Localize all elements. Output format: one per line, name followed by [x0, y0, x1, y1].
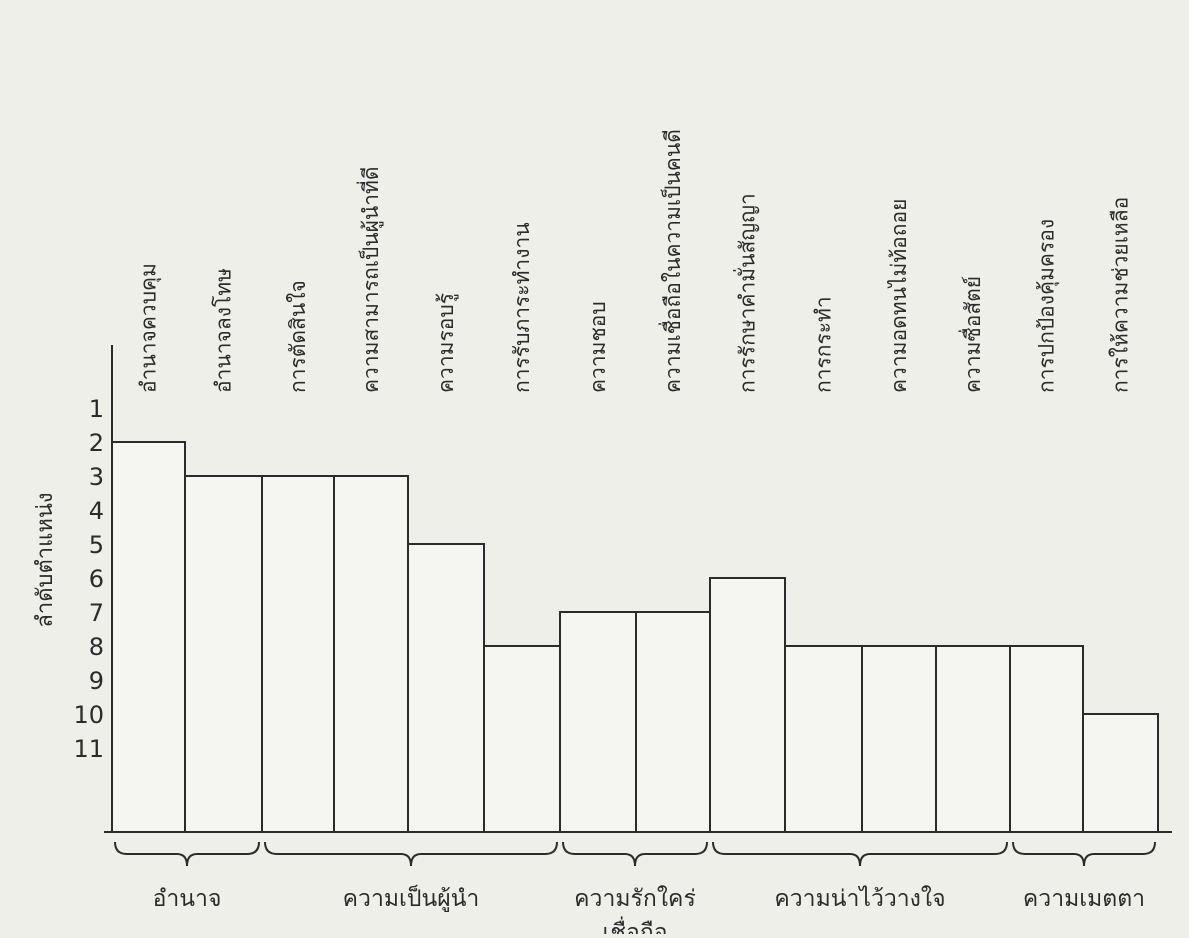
- group-label: อำนาจ: [153, 886, 222, 912]
- category-label: ความรอบรู้: [434, 293, 459, 393]
- bar: [784, 645, 863, 833]
- group-brace: [114, 841, 260, 867]
- bar: [1082, 713, 1159, 833]
- category-label: ความชอบ: [586, 301, 610, 393]
- y-tick-label: 6: [89, 565, 104, 593]
- category-label: ความสามารถเป็นผู้นำที่ดี: [356, 166, 384, 393]
- category-label: ความเชื่อถือในความเป็นคนดี: [658, 129, 685, 393]
- group-brace: [1012, 841, 1156, 867]
- category-label: การรักษาคำมั่นสัญญา: [733, 193, 760, 393]
- category-label: การให้ความช่วยเหลือ: [1109, 197, 1133, 393]
- bar: [333, 475, 409, 833]
- bar: [709, 577, 786, 833]
- bar: [861, 645, 937, 833]
- group-brace: [712, 841, 1008, 867]
- y-tick-label: 3: [89, 463, 104, 491]
- group-label: ความเป็นผู้นำ: [343, 883, 480, 912]
- bar: [635, 611, 711, 833]
- y-tick-label: 4: [89, 497, 104, 525]
- category-label: การปกป้องคุ้มครอง: [1035, 219, 1060, 393]
- y-tick-label: 10: [73, 701, 104, 729]
- bar: [111, 441, 186, 833]
- y-tick-label: 1: [89, 395, 104, 423]
- y-tick-label: 5: [89, 531, 104, 559]
- bar: [407, 543, 485, 833]
- category-label: ความซื่อสัตย์: [958, 276, 985, 393]
- bar: [1009, 645, 1084, 833]
- category-label: การรับภาระทำงาน: [510, 222, 534, 393]
- bar: [184, 475, 263, 833]
- group-label: ความรักใคร่: [574, 885, 696, 912]
- y-tick-label: 8: [89, 633, 104, 661]
- y-tick-label: 11: [73, 735, 104, 763]
- bar: [261, 475, 335, 833]
- category-label: อำนาจลงโทษ: [212, 268, 236, 393]
- category-label: การกระทำ: [812, 296, 836, 393]
- group-label: ความน่าไว้วางใจ: [774, 885, 945, 912]
- bar: [559, 611, 637, 833]
- bar: [483, 645, 561, 833]
- category-label: ความอดทนไม่ท้อถอย: [887, 199, 911, 393]
- y-tick-label: 9: [89, 667, 104, 695]
- bar: [935, 645, 1011, 833]
- y-tick-label: 2: [89, 429, 104, 457]
- category-label: การตัดสินใจ: [286, 280, 310, 393]
- group-label: ความเมตตา: [1023, 886, 1145, 912]
- group-label: เชื่อถือ: [602, 916, 667, 934]
- group-brace: [562, 841, 708, 867]
- y-axis-title: ลำดับตำแหน่ง: [33, 492, 58, 627]
- group-brace: [264, 841, 558, 867]
- y-tick-label: 7: [89, 599, 104, 627]
- category-label: อำนาจควบคุม: [137, 263, 162, 393]
